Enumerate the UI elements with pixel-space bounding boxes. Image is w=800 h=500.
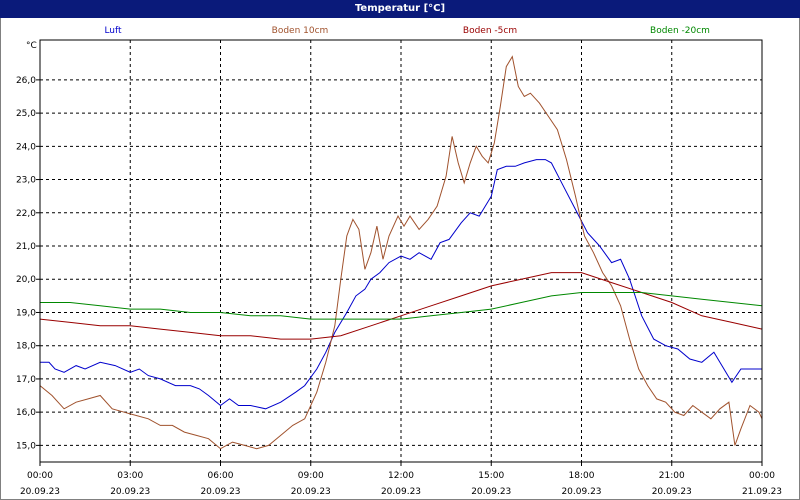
y-tick-label: 19,0: [16, 308, 36, 318]
plot-border: [39, 39, 763, 463]
y-tick-label: 20,0: [16, 275, 36, 285]
y-tick-label: 22,0: [16, 209, 36, 219]
y-tick-label: 21,0: [16, 242, 36, 252]
x-tick-time: 06:00: [208, 471, 234, 481]
x-tick-date: 20.09.23: [652, 487, 692, 497]
x-tick-date: 21.09.23: [742, 487, 782, 497]
legend-entry: Luft: [104, 26, 122, 36]
x-tick-date: 20.09.23: [200, 487, 240, 497]
legend-entry: Boden 10cm: [272, 26, 329, 36]
x-tick-time: 00:00: [749, 471, 775, 481]
grid: [40, 40, 762, 462]
x-axis-ticks: 00:00 20.09.23 03:00 20.09.23 06:00 20.09.23 0…: [20, 462, 782, 497]
y-tick-label: 17,0: [16, 375, 36, 385]
x-tick-date: 20.09.23: [110, 487, 150, 497]
x-tick-date: 20.09.23: [20, 487, 60, 497]
x-tick-time: 18:00: [569, 471, 595, 481]
series-lines: [39, 55, 763, 450]
y-tick-label: 26,0: [16, 76, 36, 86]
y-tick-label: 15,0: [16, 441, 36, 451]
chart-title: Temperatur [°C]: [0, 0, 800, 18]
y-tick-label: 18,0: [16, 342, 36, 352]
series-line-boden-20cm: [40, 292, 763, 320]
x-tick-time: 21:00: [659, 471, 685, 481]
series-line-boden-10cm: [39, 55, 763, 450]
x-tick-date: 20.09.23: [561, 487, 601, 497]
y-axis-unit: °C: [26, 41, 37, 51]
legend-entry: Boden -20cm: [650, 26, 710, 36]
x-tick-time: 00:00: [27, 471, 53, 481]
x-tick-time: 09:00: [298, 471, 324, 481]
legend-entry: Boden -5cm: [463, 26, 517, 36]
y-tick-label: 24,0: [16, 142, 36, 152]
x-tick-time: 03:00: [117, 471, 143, 481]
y-tick-label: 23,0: [16, 176, 36, 186]
x-tick-time: 15:00: [478, 471, 504, 481]
y-axis-ticks: 15,0 16,0 17,0 18,0 19,0 20,0 21,0 22,0 23,0 24,0…: [16, 76, 40, 451]
x-tick-date: 20.09.23: [291, 487, 331, 497]
series-line-luft: [40, 159, 762, 410]
x-tick-date: 20.09.23: [471, 487, 511, 497]
legend: Luft Boden 10cm Boden -5cm Boden -20cm: [104, 26, 710, 36]
y-tick-label: 25,0: [16, 109, 36, 119]
x-tick-time: 12:00: [388, 471, 414, 481]
x-tick-date: 20.09.23: [381, 487, 421, 497]
y-tick-label: 16,0: [16, 408, 36, 418]
